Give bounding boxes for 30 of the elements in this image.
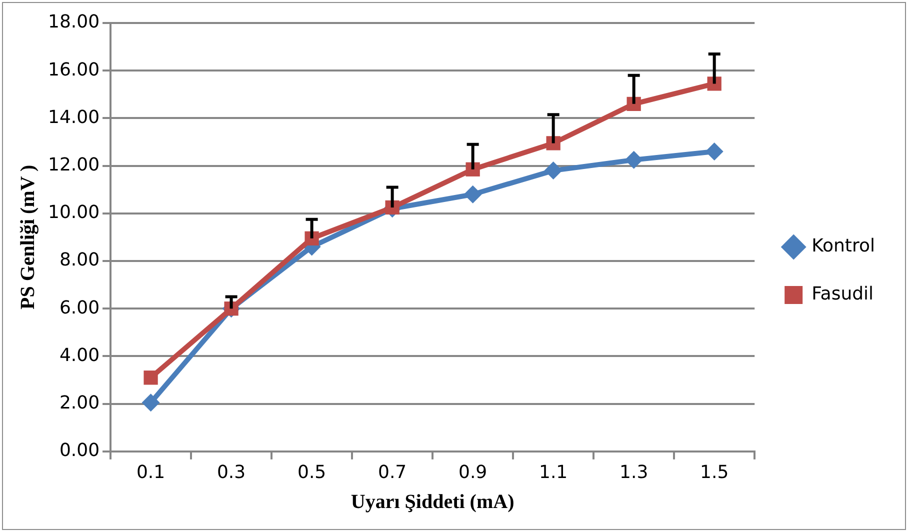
y-axis-title: PS Genliği (mV ) [17, 164, 40, 310]
x-tick-label: 1.3 [620, 462, 648, 483]
x-tick-label: 0.7 [378, 462, 407, 483]
point [705, 142, 724, 161]
x-tick-label: 1.5 [700, 462, 729, 483]
y-tick-label: 8.00 [59, 250, 100, 271]
y-tick-label: 2.00 [59, 392, 100, 414]
y-tick-label: 14.00 [48, 106, 100, 128]
point [144, 370, 158, 385]
x-axis-title: Uyarı Şiddeti (mA) [350, 491, 514, 514]
x-tick-label: 1.1 [539, 462, 568, 483]
x-tick-label: 0.9 [458, 462, 488, 483]
point [142, 394, 160, 412]
point [624, 150, 643, 169]
point [544, 162, 562, 180]
point [546, 136, 560, 150]
point [707, 76, 722, 91]
legend-label: Kontrol [812, 236, 875, 257]
y-tick-label: 16.00 [48, 59, 100, 80]
point [464, 185, 482, 204]
y-tick-label: 0.00 [59, 440, 100, 462]
y-tick-label: 18.00 [48, 12, 100, 33]
y-tick-label: 4.00 [59, 344, 100, 366]
y-tick-label: 6.00 [59, 297, 100, 318]
x-tick-label: 0.5 [297, 462, 326, 483]
x-tick-label: 0.3 [216, 462, 246, 483]
y-tick-label: 10.00 [48, 202, 100, 224]
legend-label: Fasudil [812, 284, 874, 305]
x-tick-label: 0.1 [136, 462, 166, 483]
y-tick-label: 12.00 [48, 154, 100, 176]
